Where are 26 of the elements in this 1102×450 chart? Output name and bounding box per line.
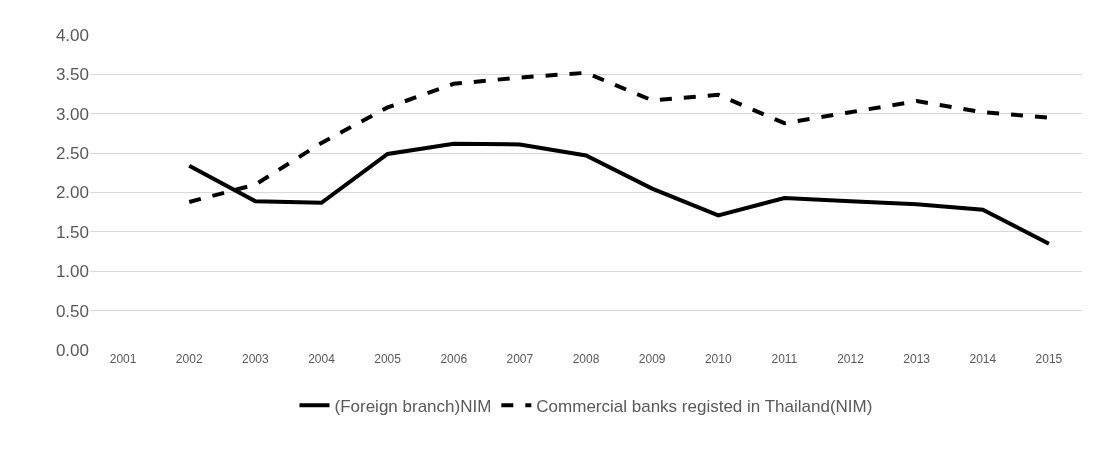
y-tick-label: 0.00 — [55, 340, 89, 360]
x-tick-label: 2007 — [506, 352, 534, 366]
legend-label: Commercial banks registed in Thailand(NIM) — [536, 396, 873, 416]
y-tick-label: 3.50 — [55, 65, 89, 85]
x-tick-label: 2012 — [837, 352, 865, 366]
x-tick-label: 2014 — [969, 352, 997, 366]
x-tick-label: 2001 — [109, 352, 137, 366]
x-tick-label: 2015 — [1035, 352, 1063, 366]
x-tick-label: 2011 — [771, 352, 798, 366]
y-tick-label: 4.00 — [55, 25, 89, 45]
x-tick-label: 2008 — [572, 352, 600, 366]
x-tick-label: 2003 — [241, 352, 269, 366]
x-tick-label: 2010 — [704, 352, 732, 366]
x-tick-label: 2002 — [175, 352, 203, 366]
y-tick-label: 2.50 — [55, 144, 89, 164]
y-tick-label: 2.00 — [55, 183, 89, 203]
x-tick-label: 2006 — [440, 352, 468, 366]
x-tick-label: 2004 — [308, 352, 336, 366]
x-tick-label: 2013 — [903, 352, 931, 366]
y-tick-label: 1.50 — [55, 222, 89, 242]
x-tick-label: 2009 — [638, 352, 666, 366]
x-tick-label: 2005 — [374, 352, 402, 366]
legend-label: (Foreign branch)NIM — [334, 396, 492, 416]
y-tick-label: 3.00 — [55, 104, 89, 124]
y-tick-label: 1.00 — [55, 262, 89, 282]
y-tick-label: 0.50 — [55, 301, 89, 321]
